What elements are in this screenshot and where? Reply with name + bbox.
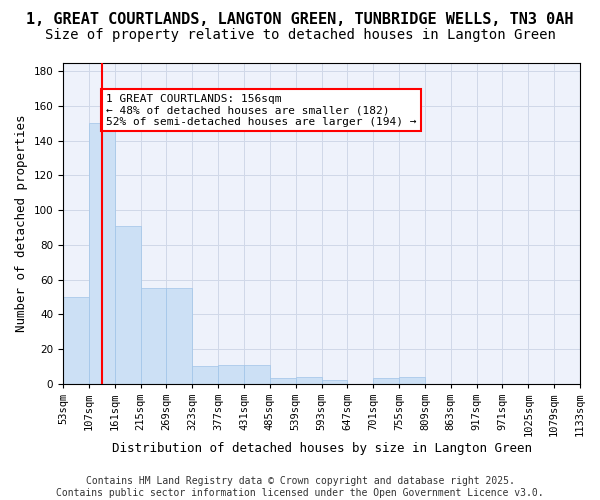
Text: 1 GREAT COURTLANDS: 156sqm
← 48% of detached houses are smaller (182)
52% of sem: 1 GREAT COURTLANDS: 156sqm ← 48% of deta…: [106, 94, 416, 127]
Y-axis label: Number of detached properties: Number of detached properties: [15, 114, 28, 332]
Bar: [296, 376, 322, 384]
Bar: [140, 288, 166, 384]
Bar: [192, 366, 218, 384]
Text: Contains HM Land Registry data © Crown copyright and database right 2025.
Contai: Contains HM Land Registry data © Crown c…: [56, 476, 544, 498]
Bar: [218, 364, 244, 384]
Bar: [89, 124, 115, 384]
X-axis label: Distribution of detached houses by size in Langton Green: Distribution of detached houses by size …: [112, 442, 532, 455]
Bar: [322, 380, 347, 384]
Bar: [244, 364, 270, 384]
Bar: [115, 226, 140, 384]
Bar: [166, 288, 192, 384]
Bar: [63, 297, 89, 384]
Text: Size of property relative to detached houses in Langton Green: Size of property relative to detached ho…: [44, 28, 556, 42]
Bar: [270, 378, 296, 384]
Bar: [373, 378, 399, 384]
Bar: [399, 376, 425, 384]
Text: 1, GREAT COURTLANDS, LANGTON GREEN, TUNBRIDGE WELLS, TN3 0AH: 1, GREAT COURTLANDS, LANGTON GREEN, TUNB…: [26, 12, 574, 28]
